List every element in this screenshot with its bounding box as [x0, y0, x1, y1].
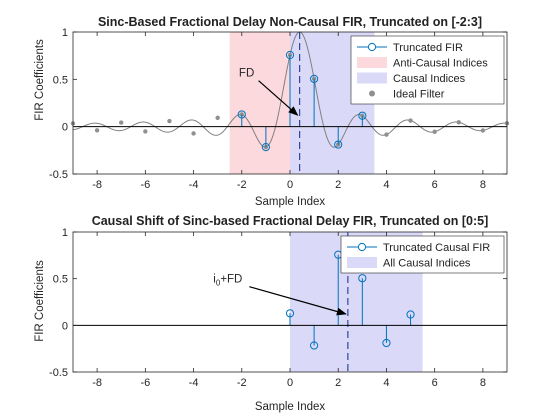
x-tick-label: 4: [383, 377, 389, 389]
stem-marker: [358, 274, 367, 283]
bottom-annotation: i0+FD: [213, 274, 347, 316]
stem-marker: [310, 341, 319, 350]
x-tick-label: 6: [432, 179, 438, 191]
stem-marker: [261, 143, 270, 152]
top-subplot: Sinc-Based Fractional Delay Non-Causal F…: [34, 15, 510, 208]
annotation-arrow: [258, 80, 299, 116]
legend-region-swatch: [347, 257, 377, 268]
x-tick-label: 6: [432, 377, 438, 389]
annotation-label: FD: [239, 68, 254, 80]
region-anti-causal-indices: [229, 32, 290, 174]
x-tick-label: 0: [287, 377, 293, 389]
x-tick-label: 2: [335, 179, 341, 191]
x-tick-label: 4: [383, 179, 389, 191]
y-tick-label: -0.5: [49, 367, 68, 379]
x-tick-label: -2: [237, 179, 247, 191]
x-tick-label: 2: [335, 377, 341, 389]
stem-marker: [406, 310, 415, 319]
legend-stem-marker: [367, 42, 377, 52]
annotation-arrow: [249, 286, 347, 316]
stem-marker: [382, 338, 391, 348]
top-axes: -8 -6 -4 -2 0 2 4 6 8 -0.5 0 0.5 1: [49, 27, 508, 191]
y-tick-label: 0.5: [53, 274, 68, 286]
y-tick-label: 0.5: [53, 74, 68, 86]
ideal-point: [215, 115, 220, 121]
x-tick-label: -4: [189, 377, 199, 389]
ideal-point: [167, 118, 172, 124]
legend-stem-marker: [357, 242, 367, 252]
x-tick-label: -6: [140, 377, 150, 389]
stem-marker: [285, 50, 295, 60]
bottom-regions: [73, 232, 507, 372]
bottom-axes: -8 -6 -4 -2 0 2 4 6 8 -0.5 0 0.5 1: [49, 227, 508, 389]
legend-region-swatch: [357, 72, 387, 84]
bottom-chart-title: Causal Shift of Sinc-based Fractional De…: [92, 214, 489, 228]
stem-marker: [358, 111, 367, 120]
annotation-label: i0+FD: [213, 274, 242, 288]
y-tick-label: 1: [62, 227, 68, 239]
ideal-point: [94, 128, 100, 133]
top-stems: [237, 32, 367, 174]
ideal-point: [384, 132, 389, 137]
legend-entry-label: Causal Indices: [393, 73, 466, 85]
bottom-legend: Truncated Causal FIR All Causal Indices: [340, 235, 505, 274]
y-tick-label: 0: [62, 122, 68, 134]
ideal-point: [191, 131, 196, 136]
top-chart-title: Sinc-Based Fractional Delay Non-Causal F…: [98, 15, 482, 29]
x-tick-label: 8: [480, 179, 486, 191]
y-tick-label: -0.5: [49, 169, 68, 181]
bottom-y-axis-label: FIR Coefficients: [34, 260, 46, 342]
bottom-x-axis-label: Sample Index: [255, 401, 326, 413]
stem-marker: [285, 309, 295, 318]
bottom-subplot: Causal Shift of Sinc-based Fractional De…: [34, 214, 508, 413]
legend-entry-label: Anti-Causal Indices: [393, 58, 488, 70]
stem-marker: [237, 110, 246, 119]
legend-entry-label: All Causal Indices: [383, 258, 471, 270]
x-tick-label: -2: [237, 377, 247, 389]
ideal-point: [119, 120, 124, 125]
ideal-point: [408, 118, 413, 123]
stem-marker: [310, 74, 319, 83]
legend-entry-label: Ideal Filter: [393, 89, 445, 101]
legend-entry-label: Truncated Causal FIR: [383, 242, 490, 254]
top-legend: Truncated FIR Anti-Causal Indices Causal I…: [350, 35, 505, 105]
x-tick-label: -4: [189, 179, 199, 191]
x-tick-label: 0: [287, 179, 293, 191]
x-tick-label: -8: [92, 179, 102, 191]
y-tick-label: 0: [62, 320, 68, 332]
ideal-point: [480, 128, 486, 133]
top-y-axis-label: FIR Coefficients: [34, 39, 46, 121]
ideal-point: [432, 129, 437, 134]
legend-region-swatch: [357, 57, 387, 68]
x-tick-label: 8: [480, 377, 486, 389]
top-x-axis-label: Sample Index: [255, 196, 326, 208]
legend-ideal-swatch: [369, 90, 375, 97]
y-tick-label: 1: [62, 27, 68, 39]
ideal-point: [143, 129, 148, 134]
stem-marker: [334, 140, 343, 149]
ideal-point: [456, 120, 461, 125]
x-tick-label: -8: [92, 377, 102, 389]
x-tick-label: -6: [140, 179, 150, 191]
legend-entry-label: Truncated FIR: [393, 42, 463, 54]
top-annotation: FD: [239, 68, 299, 116]
